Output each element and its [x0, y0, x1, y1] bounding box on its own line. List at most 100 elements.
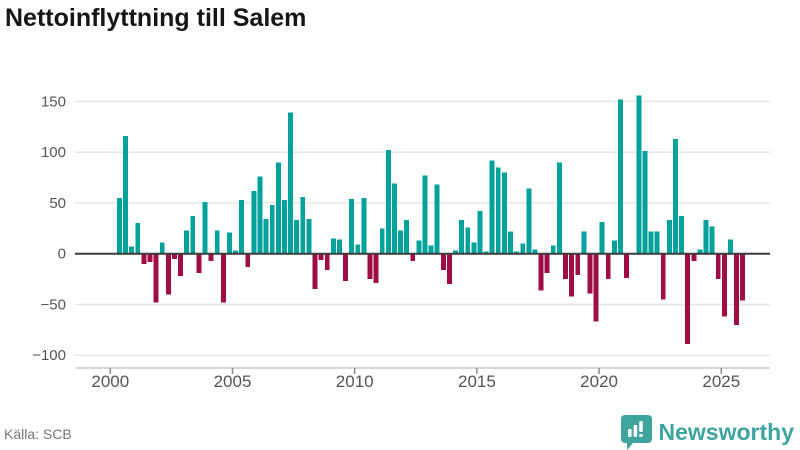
quarter-bar — [172, 253, 177, 259]
y-axis-tick-label: 50 — [49, 195, 66, 212]
quarter-bar — [728, 239, 733, 254]
quarter-bar — [471, 242, 477, 254]
quarter-bar — [233, 250, 239, 254]
bar-chart-pin-icon — [620, 415, 652, 450]
x-axis-tick-label: 2000 — [91, 372, 129, 391]
quarter-bar — [599, 222, 605, 254]
quarter-bar — [123, 135, 129, 254]
quarter-bar — [538, 253, 544, 291]
y-axis-tick-label: 100 — [41, 144, 66, 161]
quarter-bar — [715, 253, 721, 280]
quarter-bar — [648, 231, 654, 254]
x-axis-tick-label: 2015 — [458, 372, 496, 391]
quarter-bar — [398, 230, 403, 254]
y-axis-tick-label: 0 — [58, 246, 66, 263]
quarter-bar — [129, 246, 135, 254]
y-axis-tick-label: −100 — [32, 347, 66, 364]
quarter-bar — [349, 198, 355, 254]
quarter-bar — [679, 216, 685, 254]
quarter-bar — [141, 253, 147, 264]
quarter-bar — [501, 172, 507, 254]
quarter-bar — [703, 220, 709, 254]
quarter-bar — [202, 201, 208, 254]
quarter-bar — [605, 253, 611, 280]
quarter-bar — [440, 253, 446, 270]
quarter-bar — [563, 253, 568, 280]
quarter-bar — [294, 220, 300, 254]
quarter-bar — [263, 219, 269, 254]
quarter-bar — [288, 112, 293, 254]
quarter-bar — [227, 232, 232, 254]
quarter-bar — [636, 95, 642, 254]
quarter-bar — [257, 176, 263, 254]
quarter-bar — [239, 199, 245, 254]
y-axis-tick-label: 150 — [41, 93, 66, 110]
quarter-bar — [355, 244, 361, 254]
source-note: Källa: SCB — [4, 426, 72, 442]
quarter-bar — [514, 251, 520, 254]
x-axis-tick-label: 2005 — [214, 372, 252, 391]
quarter-bar — [318, 253, 324, 260]
quarter-bar — [721, 253, 727, 317]
quarter-bar — [587, 253, 593, 294]
quarter-bar — [465, 227, 471, 254]
quarter-bar — [196, 253, 202, 273]
y-axis-tick-label: −50 — [41, 296, 66, 313]
x-axis-tick-label: 2025 — [702, 372, 740, 391]
quarter-bar — [489, 160, 495, 254]
quarter-bar — [611, 240, 617, 254]
quarter-bar — [391, 183, 397, 254]
quarter-bar — [520, 243, 526, 254]
quarter-bar — [459, 220, 465, 254]
quarter-bar — [709, 226, 715, 254]
quarter-bar — [422, 175, 428, 254]
quarter-bar — [379, 228, 385, 254]
quarter-bar — [306, 219, 312, 254]
quarter-bar — [135, 223, 141, 254]
quarter-bar — [618, 99, 623, 254]
quarter-bar — [251, 190, 257, 254]
quarter-bar — [275, 162, 281, 254]
quarter-bar — [324, 253, 330, 270]
quarter-bar — [343, 253, 348, 282]
quarter-bar — [697, 249, 703, 254]
quarter-bar — [330, 238, 336, 254]
quarter-bar — [269, 204, 275, 254]
quarter-bar — [428, 245, 434, 254]
quarter-bar — [666, 220, 672, 254]
quarter-bar — [483, 251, 489, 254]
newsworthy-logo-text: Newsworthy — [658, 418, 794, 445]
quarter-bar — [685, 253, 691, 345]
quarter-bar — [544, 253, 550, 273]
quarter-bar — [477, 211, 483, 254]
quarter-bar — [178, 253, 184, 277]
quarter-bar — [434, 184, 440, 254]
quarter-bar — [281, 199, 287, 254]
quarter-bar — [220, 253, 226, 303]
quarter-bar — [190, 216, 196, 254]
quarter-bar — [165, 253, 171, 295]
quarter-bar — [159, 242, 165, 254]
quarter-bar — [654, 231, 660, 254]
quarter-bar — [581, 231, 587, 254]
quarter-bar — [740, 253, 746, 301]
x-axis-tick-label: 2010 — [336, 372, 374, 391]
quarter-bar — [184, 230, 190, 254]
quarter-bar — [495, 167, 501, 254]
quarter-bar — [508, 231, 513, 254]
newsworthy-logo: Newsworthy — [620, 414, 794, 450]
quarter-bar — [312, 253, 318, 290]
quarter-bar — [373, 253, 379, 284]
quarter-bar — [361, 197, 367, 254]
quarter-bar — [208, 253, 214, 261]
quarter-bar — [245, 253, 251, 267]
quarter-bar — [385, 150, 391, 254]
quarter-bar — [147, 253, 153, 262]
quarter-bar — [550, 245, 556, 254]
quarter-bar — [575, 253, 581, 276]
quarter-bar — [593, 253, 599, 322]
chart-title: Nettoinflyttning till Salem — [5, 4, 307, 32]
quarter-bar — [410, 253, 416, 261]
quarter-bar — [532, 249, 538, 254]
quarter-bar — [214, 230, 220, 254]
